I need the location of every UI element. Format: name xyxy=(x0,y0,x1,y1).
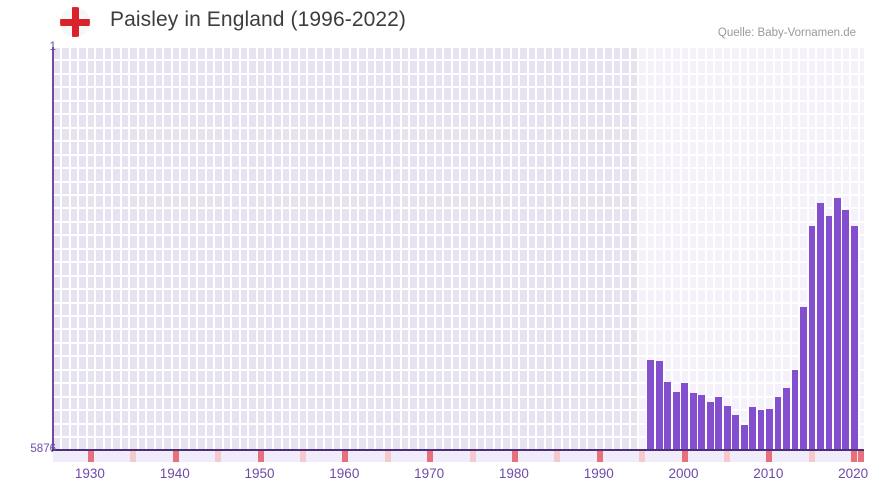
plot-area xyxy=(53,47,864,449)
grid-line-horizontal xyxy=(53,275,864,277)
x-axis-tick-label: 1990 xyxy=(583,466,614,481)
chart-title: Paisley in England (1996-2022) xyxy=(110,8,407,31)
x-axis-tick-label: 1970 xyxy=(414,466,445,481)
bar xyxy=(783,388,790,449)
bar xyxy=(766,409,773,449)
x-tick-major xyxy=(511,451,518,462)
grid-line-horizontal xyxy=(53,342,864,344)
grid-line-horizontal xyxy=(53,181,864,183)
grid-line-horizontal xyxy=(53,409,864,411)
x-axis-tick-label: 1980 xyxy=(498,466,529,481)
bar xyxy=(689,393,697,449)
grid-line-horizontal xyxy=(53,59,864,61)
y-axis-title: Platz xyxy=(0,205,2,230)
x-tick-minor xyxy=(808,451,815,462)
bar xyxy=(698,395,706,449)
grid-line-horizontal xyxy=(53,396,864,398)
flag-cross-vertical xyxy=(71,7,79,37)
grid-line-horizontal xyxy=(53,369,864,371)
x-tick-major xyxy=(766,451,773,462)
grid-line-horizontal xyxy=(53,127,864,129)
source-note: Quelle: Baby-Vornamen.de xyxy=(717,27,856,39)
x-axis-tick-label: 2020 xyxy=(838,466,869,481)
x-axis-line xyxy=(52,449,864,451)
bar xyxy=(757,410,765,449)
grid-line-horizontal xyxy=(53,248,864,250)
bar xyxy=(842,210,850,449)
grid-line-horizontal xyxy=(53,328,864,330)
bar xyxy=(672,392,680,449)
grid-line-horizontal xyxy=(53,140,864,142)
bar xyxy=(850,226,858,449)
x-tick-minor xyxy=(215,451,222,462)
x-tick-major xyxy=(427,451,434,462)
grid-line-horizontal xyxy=(53,167,864,169)
grid-line-horizontal xyxy=(53,288,864,290)
bar xyxy=(706,402,714,449)
grid-line-horizontal xyxy=(53,302,864,304)
x-axis-tick-label: 1950 xyxy=(244,466,275,481)
grid-line-horizontal xyxy=(53,234,864,236)
y-axis-line xyxy=(52,47,54,450)
bar xyxy=(774,397,782,449)
x-tick-minor xyxy=(554,451,561,462)
grid-line-horizontal xyxy=(53,207,864,209)
bar xyxy=(740,425,748,449)
x-tick-major xyxy=(172,451,179,462)
bar xyxy=(723,406,731,449)
x-tick-minor xyxy=(299,451,306,462)
x-axis-tick-label: 2000 xyxy=(668,466,699,481)
x-axis-tick-band xyxy=(53,451,864,462)
bar xyxy=(715,397,723,449)
x-tick-major xyxy=(257,451,264,462)
x-tick-minor xyxy=(723,451,730,462)
grid-line-horizontal xyxy=(53,73,864,75)
chart-header: Paisley in England (1996-2022) Quelle: B… xyxy=(0,0,873,44)
x-axis-tick-label: 1930 xyxy=(74,466,105,481)
x-tick-major xyxy=(681,451,688,462)
grid-line-horizontal xyxy=(53,261,864,263)
grid-line-horizontal xyxy=(53,194,864,196)
grid-line-horizontal xyxy=(53,423,864,425)
grid-line-horizontal xyxy=(53,315,864,317)
bar xyxy=(834,198,841,449)
bar xyxy=(817,203,824,449)
y-axis-top-tick-label: 1 xyxy=(49,41,56,53)
x-tick-minor xyxy=(384,451,391,462)
bar xyxy=(800,307,807,449)
x-tick-minor xyxy=(130,451,137,462)
x-tick-minor xyxy=(639,451,646,462)
x-axis-tick-label: 1940 xyxy=(159,466,190,481)
bar xyxy=(681,383,689,449)
grid-line-horizontal xyxy=(53,100,864,102)
x-tick-minor xyxy=(469,451,476,462)
grid-line-horizontal xyxy=(53,355,864,357)
x-tick-major xyxy=(342,451,349,462)
bars-layer xyxy=(53,47,864,449)
bar xyxy=(655,361,663,449)
bar xyxy=(664,382,672,449)
grid-line-horizontal xyxy=(53,154,864,156)
bar xyxy=(791,370,799,449)
x-axis-tick-label: 2010 xyxy=(753,466,784,481)
bar xyxy=(732,415,740,449)
x-tick-major xyxy=(858,451,864,462)
grid-line-horizontal xyxy=(53,436,864,438)
grid-line-horizontal xyxy=(53,382,864,384)
x-tick-major xyxy=(851,451,858,462)
grid-line-horizontal xyxy=(53,221,864,223)
x-tick-major xyxy=(87,451,94,462)
bar xyxy=(808,226,816,449)
y-axis-bottom-tick-label: 5876 xyxy=(30,443,56,455)
bar xyxy=(749,407,757,449)
x-axis-tick-label: 1960 xyxy=(329,466,360,481)
bar xyxy=(825,216,833,449)
bar xyxy=(647,360,655,449)
x-tick-major xyxy=(596,451,603,462)
grid-line-horizontal xyxy=(53,86,864,88)
grid-line-horizontal xyxy=(53,113,864,115)
england-flag-icon xyxy=(60,7,90,37)
grid-line-horizontal xyxy=(53,47,864,48)
